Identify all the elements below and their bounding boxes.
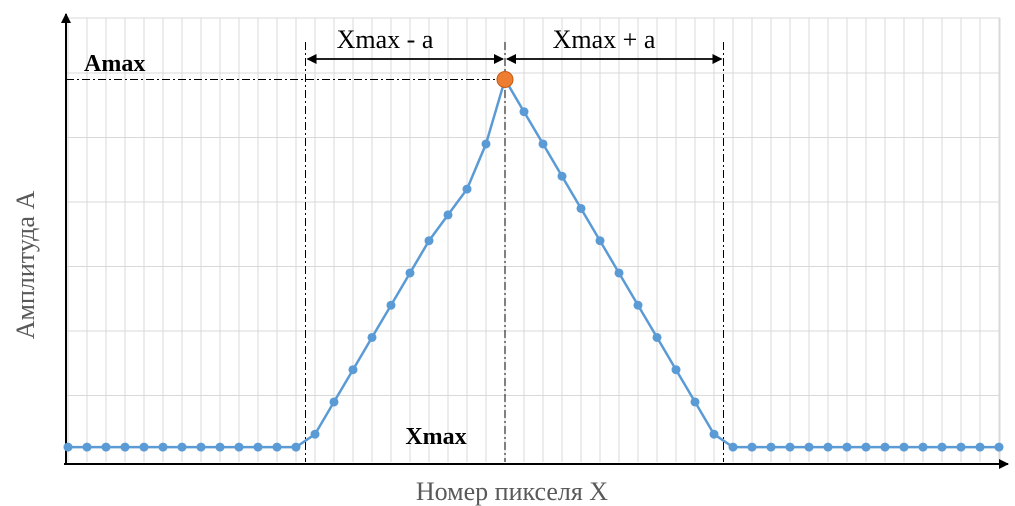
left-range-label: Xmax - a [337,25,434,54]
data-point [367,332,377,342]
data-point [215,442,225,452]
data-point [994,442,1004,452]
data-point [120,442,130,452]
data-point [918,442,928,452]
data-point [576,203,586,213]
data-point [842,442,852,452]
peak-point [496,70,514,88]
data-point [633,300,643,310]
data-point [880,442,890,452]
amax-label: Amax [84,51,145,77]
right-range-label: Xmax + a [553,25,656,54]
data-point [405,268,415,278]
labels: Номер пикселя X Амплитуда A Amax Xmax Xm… [11,25,656,506]
series-line [68,76,999,449]
data-point [823,442,833,452]
data-point [310,429,320,439]
data-point [519,107,529,117]
x-axis-title: Номер пикселя X [416,477,608,506]
data-point [177,442,187,452]
data-point [899,442,909,452]
data-point [63,442,73,452]
data-point [861,442,871,452]
data-point [975,442,985,452]
data-point [709,429,719,439]
data-point [557,171,567,181]
data-point [785,442,795,452]
data-point [82,442,92,452]
data-point [804,442,814,452]
data-point [329,397,339,407]
series-polyline [68,76,999,449]
data-point [747,442,757,452]
data-point [234,442,244,452]
data-point [462,184,472,194]
xmax-label: Xmax [405,424,466,450]
axes [61,13,1009,469]
data-point [614,268,624,278]
data-point [443,210,453,220]
data-point [671,365,681,375]
data-point [595,236,605,246]
data-point [481,139,491,149]
data-point [158,442,168,452]
data-point [652,332,662,342]
guide-lines [66,42,724,462]
data-point [766,442,776,452]
data-point [272,442,282,452]
data-point [690,397,700,407]
data-point [937,442,947,452]
y-axis-title: Амплитуда A [11,191,40,340]
data-points [63,70,1004,452]
data-point [253,442,263,452]
data-point [424,236,434,246]
data-point [348,365,358,375]
data-point [139,442,149,452]
data-point [728,442,738,452]
data-point [291,442,301,452]
grid [66,17,1001,462]
data-point [538,139,548,149]
data-point [386,300,396,310]
data-point [196,442,206,452]
data-point [101,442,111,452]
data-point [956,442,966,452]
